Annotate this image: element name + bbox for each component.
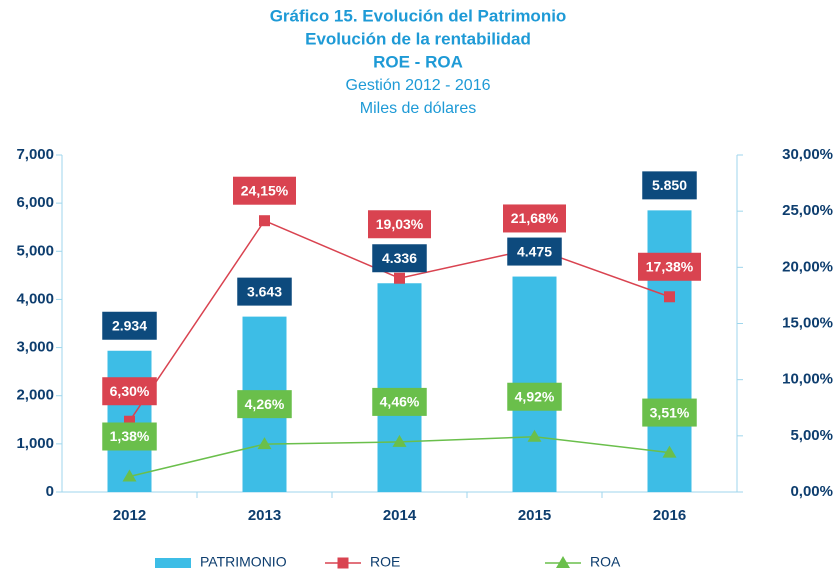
x-tick-label: 2014 [383,507,417,524]
point [556,556,570,568]
y2-tick-label: 20,00% [782,258,833,275]
point [259,215,270,227]
value-label: 17,38% [646,258,694,274]
value-label-box [237,390,292,419]
point [394,272,405,284]
chart-title: Gráfico 15. Evolución del Patrimonio [270,6,567,25]
value-label-box [102,311,157,340]
legend-label: ROA [590,554,621,570]
value-label-box [233,176,296,205]
legend-label: PATRIMONIO [200,554,287,570]
y2-tick-label: 30,00% [782,146,833,163]
value-label-box [102,422,157,451]
value-label-box [642,171,697,200]
value-label: 3,51% [650,404,690,420]
value-label-box [503,204,566,233]
value-label: 24,15% [241,182,289,198]
value-label: 5.850 [652,177,687,193]
chart-subtitle: Gestión 2012 - 2016 [346,77,491,94]
value-label: 4,26% [245,396,285,412]
value-label-box [237,277,292,306]
y-tick-label: 7,000 [16,146,54,163]
legend-label: ROE [370,554,400,570]
chart-subtitle: Evolución de la rentabilidad [305,29,531,48]
value-label: 4,92% [515,388,555,404]
x-tick-label: 2015 [518,507,551,524]
value-label: 1,38% [110,428,150,444]
value-label-box [507,237,562,266]
value-label-box [507,382,562,411]
legend-swatch [155,558,191,568]
value-label: 3.643 [247,283,282,299]
chart-subtitle: Miles de dólares [360,100,477,117]
value-label: 4.336 [382,250,417,266]
point [392,434,407,447]
y-tick-label: 1,000 [16,435,54,452]
x-tick-label: 2013 [248,507,281,524]
value-label: 21,68% [511,210,559,226]
value-label-box [642,398,697,427]
y-tick-label: 0 [46,483,54,500]
point [124,415,135,427]
y2-tick-label: 10,00% [782,371,833,388]
y2-tick-label: 5,00% [790,427,833,444]
value-label: 4.475 [517,243,552,259]
point [664,291,675,303]
point [122,469,137,482]
y2-tick-label: 25,00% [782,202,833,219]
chart-subtitle: ROE - ROA [373,52,463,71]
y-tick-label: 3,000 [16,339,54,356]
point [337,557,349,569]
value-label: 19,03% [376,216,424,232]
value-label-box [372,244,427,273]
y2-tick-label: 15,00% [782,314,833,331]
value-label-box [368,210,431,239]
y2-tick-label: 0,00% [790,483,833,500]
point [257,437,272,450]
y-tick-label: 6,000 [16,194,54,211]
point [662,445,677,458]
value-label: 6,30% [110,383,150,399]
point [527,429,542,442]
y-tick-label: 4,000 [16,290,54,307]
y-tick-label: 2,000 [16,387,54,404]
value-label-box [372,387,427,416]
value-label-box [638,252,701,281]
value-label: 4,46% [380,394,420,410]
x-tick-label: 2012 [113,507,146,524]
y-tick-label: 5,000 [16,242,54,259]
value-label: 2.934 [112,317,147,333]
bar [377,283,422,492]
x-tick-label: 2016 [653,507,686,524]
value-label-box [102,377,157,406]
